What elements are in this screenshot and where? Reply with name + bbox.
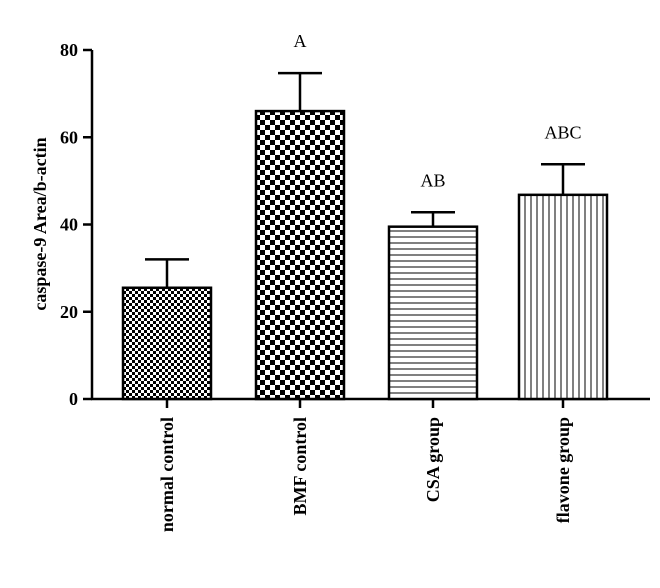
x-tick-label: normal control bbox=[157, 417, 177, 532]
significance-label: ABC bbox=[544, 122, 581, 142]
y-tick-label: 60 bbox=[60, 127, 78, 147]
y-tick-label: 0 bbox=[69, 389, 78, 409]
x-tick-label: CSA group bbox=[423, 417, 443, 502]
x-tick-label: flavone group bbox=[553, 417, 573, 523]
bar bbox=[517, 193, 609, 401]
y-axis-label: caspase-9 Area/b-actin bbox=[30, 137, 50, 310]
annotations: A AB ABC bbox=[294, 31, 582, 190]
x-tick-label: BMF control bbox=[290, 417, 310, 515]
bar bbox=[387, 225, 479, 401]
x-axis: normal control BMF control CSA group flavon… bbox=[91, 397, 650, 532]
significance-label: AB bbox=[420, 170, 445, 190]
y-tick-label: 40 bbox=[60, 215, 78, 235]
bar bbox=[254, 109, 346, 401]
y-axis: 0 20 40 60 80 bbox=[60, 40, 94, 409]
y-tick-label: 80 bbox=[60, 40, 78, 60]
error-bars bbox=[145, 71, 585, 288]
bars bbox=[121, 109, 609, 401]
y-tick-label: 20 bbox=[60, 302, 78, 322]
significance-label: A bbox=[294, 31, 307, 51]
bar bbox=[121, 286, 213, 401]
